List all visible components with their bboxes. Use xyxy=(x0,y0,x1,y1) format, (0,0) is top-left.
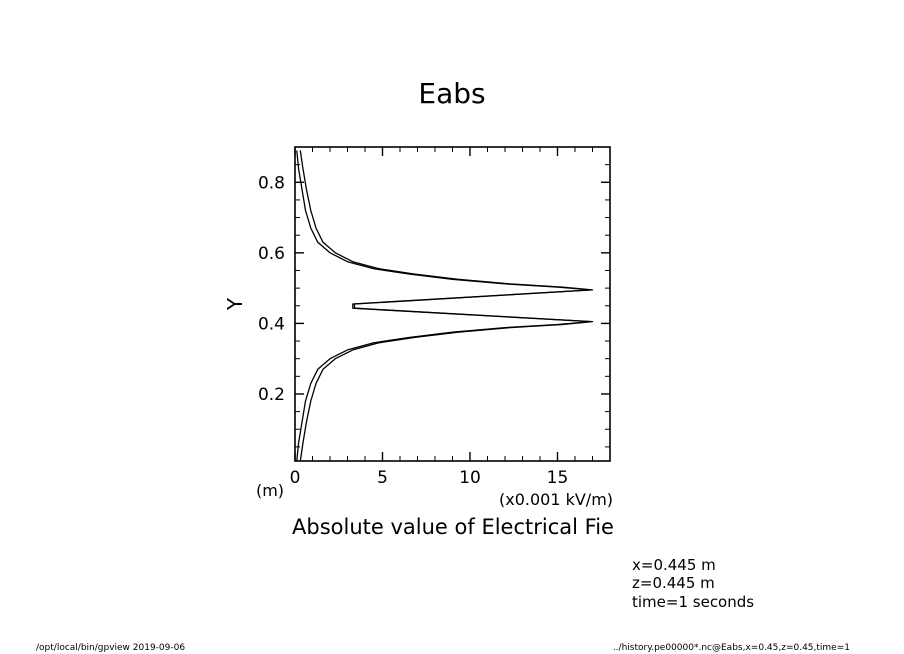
y-ticks: 0.2 0.4 0.6 0.8 xyxy=(258,164,610,448)
y-tick-label: 0.2 xyxy=(258,385,285,405)
plot-frame xyxy=(294,146,611,462)
info-line-time: time=1 seconds xyxy=(632,593,754,611)
x-tick-label: 5 xyxy=(377,468,388,488)
info-line-x: x=0.445 m xyxy=(632,556,716,574)
series-line-2 xyxy=(299,150,594,462)
series-group xyxy=(296,150,594,462)
series-line-1 xyxy=(296,150,592,462)
y-tick-label: 0.6 xyxy=(258,244,285,264)
y-tick-label: 0.4 xyxy=(258,314,285,334)
footer-right: ../history.pe00000*.nc@Eabs,x=0.45,z=0.4… xyxy=(613,643,850,653)
x-tick-label: 15 xyxy=(547,468,569,488)
footer-left: /opt/local/bin/gpview 2019-09-06 xyxy=(36,643,185,653)
x-tick-label: 0 xyxy=(290,468,301,488)
info-line-z: z=0.445 m xyxy=(632,574,715,592)
x-axis-label: Absolute value of Electrical Fie xyxy=(292,515,614,539)
y-tick-label: 0.8 xyxy=(258,173,285,193)
y-axis-unit: (m) xyxy=(256,481,284,500)
chart-title: Eabs xyxy=(418,77,485,110)
x-tick-label: 10 xyxy=(459,468,481,488)
x-ticks: 0 5 10 15 xyxy=(290,147,611,488)
y-axis-label: Y xyxy=(223,297,247,311)
x-axis-unit: (x0.001 kV/m) xyxy=(499,490,613,509)
